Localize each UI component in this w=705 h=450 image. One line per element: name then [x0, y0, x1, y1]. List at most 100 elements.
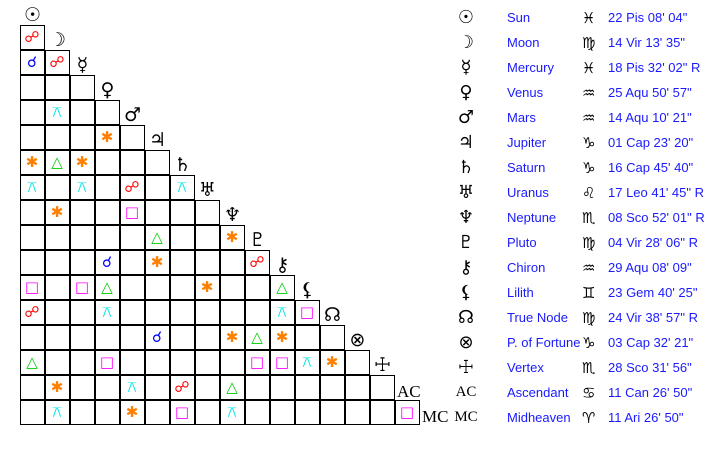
trine-icon: △ [226, 377, 238, 396]
aspect-cell: ✱ [144, 249, 170, 275]
sextile-icon: ✱ [275, 327, 289, 346]
conjunction-icon: ☌ [26, 52, 38, 71]
body-position: 17 Leo 41' 45" R [608, 185, 705, 200]
body-position: 18 Pis 32' 02" R [608, 60, 701, 75]
aspect-cell [19, 99, 45, 125]
body-position: 22 Pis 08' 04" [608, 10, 688, 25]
aspect-cell: ☍ [19, 299, 45, 325]
quincunx-icon: ⚻ [302, 352, 312, 371]
quincunx-icon: ⚻ [27, 177, 37, 196]
trine-icon: △ [151, 227, 163, 246]
opposition-icon: ☍ [24, 27, 40, 46]
quincunx-icon: ⚻ [127, 377, 137, 396]
body-name: Sun [507, 10, 531, 25]
aspect-cell [194, 374, 220, 400]
lilith-icon: ⚸ [459, 282, 473, 303]
body-position: 14 Aqu 10' 21" [608, 110, 692, 125]
aspect-cell [19, 399, 45, 425]
aspect-cell: ☌ [94, 249, 120, 275]
aspect-cell: △ [144, 224, 170, 250]
aspect-cell: ⚻ [94, 299, 120, 325]
square-icon: □ [74, 277, 90, 296]
virgo-icon: ♍ [582, 33, 596, 52]
aspect-cell: □ [244, 349, 270, 375]
body-name: Venus [507, 85, 544, 100]
aspect-cell [244, 374, 270, 400]
aspect-cell: □ [394, 399, 420, 425]
body-name: P. of Fortune [507, 335, 581, 350]
grid-header-moon-icon: ☽ [48, 29, 67, 51]
aspect-cell [94, 224, 120, 250]
sextile-icon: ✱ [200, 277, 214, 296]
jupiter-icon: ♃ [457, 132, 475, 153]
grid-header-pluto-icon: ♇ [248, 229, 267, 251]
grid-header-saturn-icon: ♄ [173, 154, 192, 176]
aspect-cell [44, 299, 70, 325]
aquarius-icon: ♒ [582, 258, 596, 277]
aspect-cell [169, 324, 195, 350]
aspect-cell: ✱ [119, 399, 145, 425]
vertex-icon: ☩ [457, 357, 475, 378]
aspect-cell [369, 399, 395, 425]
aspect-cell [94, 149, 120, 175]
body-name: Chiron [507, 260, 546, 275]
aspect-cell: ✱ [194, 274, 220, 300]
aspect-cell: △ [244, 324, 270, 350]
body-row-venus: ♀ Venus ♒ 25 Aqu 50' 57" [452, 80, 705, 105]
aspect-cell [19, 224, 45, 250]
sextile-icon: ✱ [225, 327, 239, 346]
body-name: Moon [507, 35, 540, 50]
mars-icon: ♂ [457, 107, 475, 128]
trine-icon: △ [251, 327, 263, 346]
north-node-icon: ☊ [458, 307, 474, 328]
body-position: 25 Aqu 50' 57" [608, 85, 692, 100]
body-row-jupiter: ♃ Jupiter ♑ 01 Cap 23' 20" [452, 130, 705, 155]
aspect-cell: ⚻ [44, 399, 70, 425]
capricorn-icon: ♑ [582, 333, 596, 352]
body-position: 08 Sco 52' 01" R [608, 210, 705, 225]
sextile-icon: ✱ [50, 377, 64, 396]
aries-icon: ♈ [582, 408, 596, 427]
aspect-cell: ☍ [244, 249, 270, 275]
opposition-icon: ☍ [49, 52, 65, 71]
aspect-cell: □ [119, 199, 145, 225]
body-name: Jupiter [507, 135, 547, 150]
body-name: Mars [507, 110, 536, 125]
aspect-cell [169, 274, 195, 300]
aquarius-icon: ♒ [582, 83, 596, 102]
body-row-true-node: ☊ True Node ♍ 24 Vir 38' 57" R [452, 305, 705, 330]
pisces-icon: ♓ [582, 8, 596, 27]
aspect-cell [294, 324, 320, 350]
aspect-cell [44, 174, 70, 200]
body-position: 16 Cap 45' 40" [608, 160, 694, 175]
aspect-cell: ☍ [19, 24, 45, 50]
opposition-icon: ☍ [24, 302, 40, 321]
quincunx-icon: ⚻ [177, 177, 187, 196]
aspect-cell [44, 274, 70, 300]
aspect-cell [144, 149, 170, 175]
aspect-cell: ✱ [69, 149, 95, 175]
body-position: 04 Vir 28' 06" R [608, 235, 698, 250]
aspect-cell: ⚻ [119, 374, 145, 400]
body-name: Vertex [507, 360, 544, 375]
body-row-mars: ♂ Mars ♒ 14 Aqu 10' 21" [452, 105, 705, 130]
grid-header-uranus-icon: ♅ [198, 179, 217, 201]
aspect-cell [269, 399, 295, 425]
aspect-cell [344, 374, 370, 400]
body-position: 11 Can 26' 50" [608, 385, 693, 400]
aspect-cell [94, 399, 120, 425]
aspect-cell [144, 399, 170, 425]
aspect-cell [19, 74, 45, 100]
quincunx-icon: ⚻ [52, 402, 62, 421]
aspect-cell [194, 399, 220, 425]
trine-icon: △ [276, 277, 288, 296]
trine-icon: △ [51, 152, 63, 171]
capricorn-icon: ♑ [582, 158, 596, 177]
aspect-cell [19, 124, 45, 150]
aspect-cell [19, 374, 45, 400]
aspect-cell [169, 224, 195, 250]
capricorn-icon: ♑ [582, 133, 596, 152]
scorpio-icon: ♏ [582, 208, 596, 227]
aspect-grid: ☉ ☽ ☿ ♀ ♂ ♃ ♄ ♅ ♆ ♇ ⚷ ⚸ ☊ ⊗ ☩ AC MC ☍ ☌ ☍ ⚻ ✱ ✱ △ ✱ ⚻ ⚻ ☍ ⚻ ✱ □ △ ✱ ☌ ✱ ☍ □ □… [19, 6, 448, 425]
aspect-cell: ✱ [94, 124, 120, 150]
